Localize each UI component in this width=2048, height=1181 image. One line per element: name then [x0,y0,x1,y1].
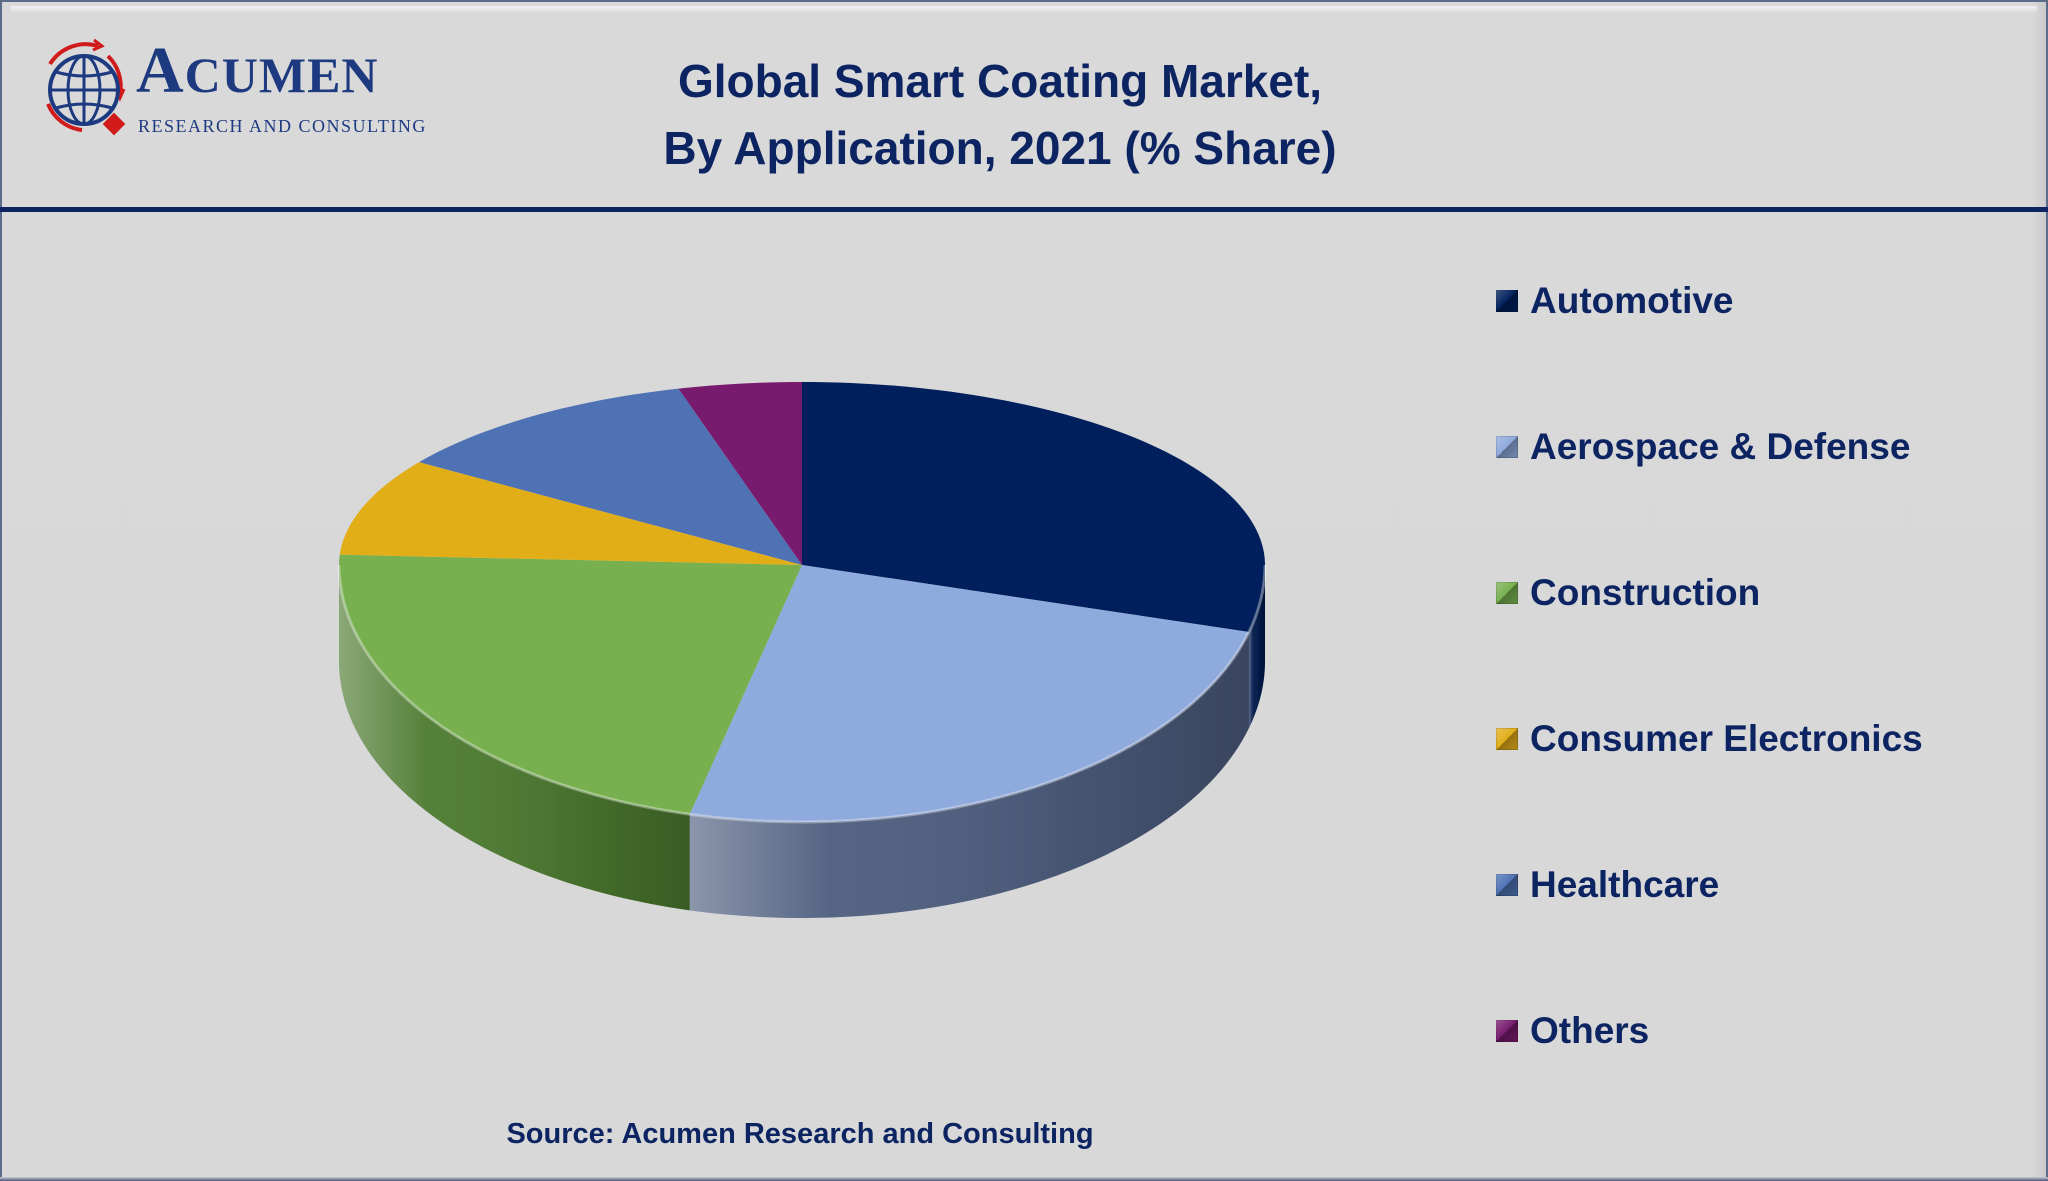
legend-swatch-automotive [1496,290,1518,312]
pie-side-shade-construction [339,565,690,911]
pie-slice-consumer-electronics [339,462,802,565]
legend-swatch-construction [1496,582,1518,604]
header-divider [0,207,2048,212]
pie-side-shade-automotive [1248,565,1265,729]
legend-item-aerospace-defense: Aerospace & Defense [1496,422,1923,472]
pie-slice-aerospace-defense [689,565,1249,822]
chart-title: Global Smart Coating Market, By Applicat… [600,48,1400,182]
legend-swatch-others [1496,1020,1518,1042]
pie-slice-others [678,382,802,565]
pie-top-faces [337,382,1267,824]
pie-rim-highlight [337,564,1267,824]
legend-label-consumer-electronics: Consumer Electronics [1530,718,1923,759]
title-line-2: By Application, 2021 (% Share) [663,122,1337,174]
brand-name: ACUMEN [136,38,379,104]
source-note: Source: Acumen Research and Consulting [506,1118,1094,1150]
legend-item-others: Others [1496,1006,1923,1056]
pie-slice-healthcare [419,388,802,565]
legend-swatch-healthcare [1496,874,1518,896]
pie-side-walls [339,565,1265,918]
legend-label-others: Others [1530,1010,1650,1051]
footer-divider [0,1177,2048,1181]
brand-rest: CUMEN [184,47,379,103]
pie-side-shade-aerospace-defense [689,632,1249,918]
brand-initial: A [136,34,185,107]
legend-swatch-aerospace-defense [1496,436,1518,458]
legend-item-healthcare: Healthcare [1496,860,1923,910]
title-line-1: Global Smart Coating Market, [677,55,1323,107]
pie-slice-construction [339,554,802,815]
legend-label-healthcare: Healthcare [1530,864,1720,905]
acumen-logo: ACUMEN RESEARCH AND CONSULTING [36,34,456,144]
globe-icon [46,38,126,136]
legend-label-aerospace-defense: Aerospace & Defense [1530,426,1911,467]
legend-item-construction: Construction [1496,568,1923,618]
legend-swatch-consumer-electronics [1496,728,1518,750]
chart-legend: Automotive Aerospace & Defense Construct… [1496,276,1923,1056]
pie-slice-automotive [802,382,1265,633]
legend-label-automotive: Automotive [1530,280,1734,321]
legend-item-consumer-electronics: Consumer Electronics [1496,714,1923,764]
brand-tagline: RESEARCH AND CONSULTING [138,116,427,136]
pie-chart [337,382,1267,918]
legend-label-construction: Construction [1530,572,1761,613]
legend-item-automotive: Automotive [1496,276,1923,326]
